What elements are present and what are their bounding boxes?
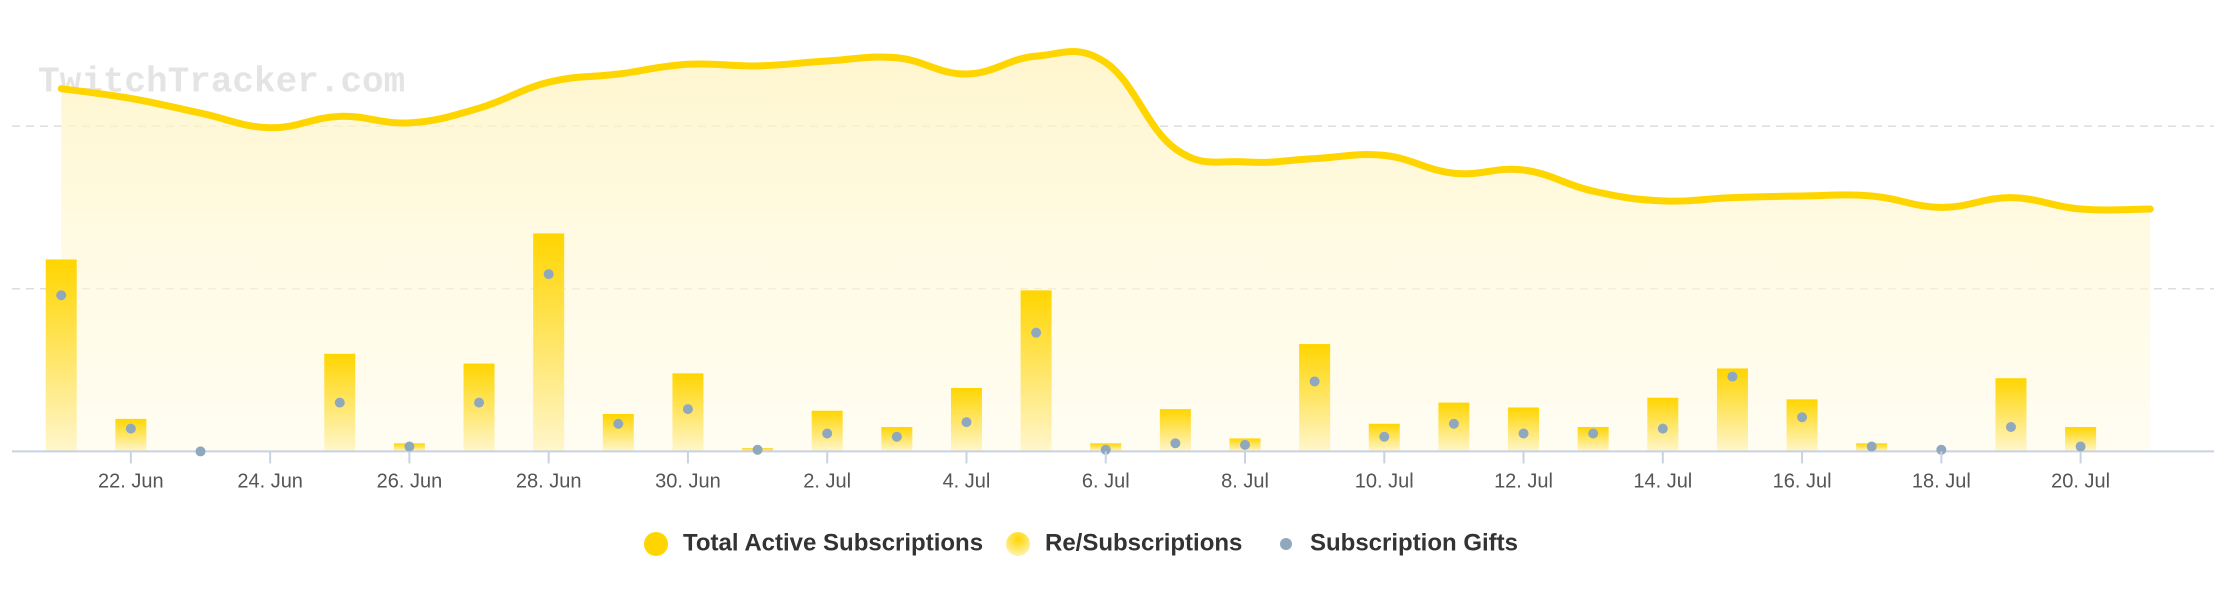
gift-dot [1866, 441, 1877, 452]
gift-dot [822, 428, 833, 439]
gift-dot [752, 444, 763, 455]
x-tick-label: 4. Jul [943, 470, 991, 492]
gift-dot [1936, 444, 1947, 455]
gift-dot [682, 404, 693, 415]
x-tick-label: 22. Jun [98, 470, 164, 492]
gift-dot [1448, 418, 1459, 429]
gift-dot [613, 418, 624, 429]
x-tick-label: 6. Jul [1082, 470, 1130, 492]
gift-dot [125, 423, 136, 434]
x-tick-label: 30. Jun [655, 470, 721, 492]
gift-dot [2005, 422, 2016, 433]
gift-dot [404, 441, 415, 452]
area [61, 51, 2151, 452]
gift-dot [1588, 428, 1599, 439]
x-tick-label: 20. Jul [2051, 470, 2110, 492]
legend-symbol [1280, 538, 1292, 550]
gift-dot [474, 397, 485, 408]
gift-dot [1100, 444, 1111, 455]
gift-dot [1379, 431, 1390, 442]
gift-dot [334, 397, 345, 408]
gift-dot [195, 446, 206, 457]
gift-dot [543, 269, 554, 280]
line [57, 48, 2154, 214]
gift-dot [1170, 438, 1181, 449]
x-tick-label: 18. Jul [1912, 470, 1971, 492]
x-tick-label: 2. Jul [803, 470, 851, 492]
x-tick-label: 28. Jun [516, 470, 582, 492]
gift-dot [961, 417, 972, 428]
x-tick-label: 14. Jul [1633, 470, 1692, 492]
gift-dot [2075, 441, 2086, 452]
gift-dot [891, 431, 902, 442]
gift-dot [1031, 327, 1042, 338]
bar [45, 259, 77, 452]
x-tick-label: 26. Jun [377, 470, 443, 492]
bar [1020, 290, 1052, 452]
bar [1716, 368, 1748, 452]
bar [1786, 399, 1818, 452]
gift-dot [1727, 371, 1738, 382]
legend-symbol [644, 532, 668, 556]
gift-dot [1518, 428, 1529, 439]
gift-dot [1797, 412, 1808, 423]
bar [1995, 378, 2027, 452]
legend-label: Re/Subscriptions [1045, 529, 1242, 556]
gift-dot [1309, 376, 1320, 387]
gift-dot [56, 290, 67, 301]
x-tick-label: 16. Jul [1773, 470, 1832, 492]
gift-dot [1240, 439, 1251, 450]
bar [1299, 344, 1331, 452]
legend-symbol [1006, 532, 1030, 556]
legend-label: Subscription Gifts [1310, 529, 1518, 556]
x-tick-label: 10. Jul [1355, 470, 1414, 492]
gift-dot [1657, 423, 1668, 434]
x-tick-label: 24. Jun [237, 470, 303, 492]
x-tick-label: 12. Jul [1494, 470, 1553, 492]
legend-label: Total Active Subscriptions [683, 529, 983, 556]
bar [533, 233, 565, 452]
x-tick-label: 8. Jul [1221, 470, 1269, 492]
